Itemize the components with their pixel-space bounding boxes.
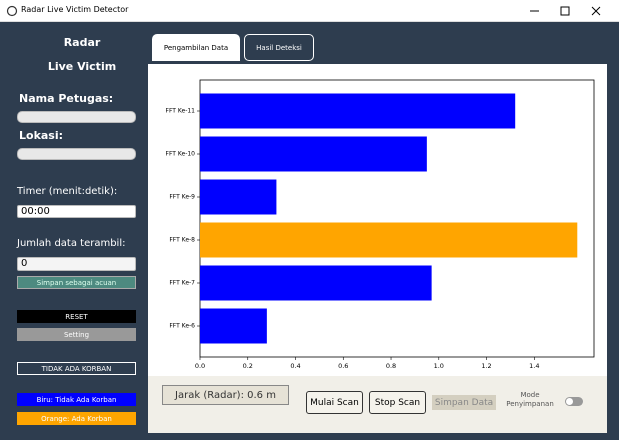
x-tick-label: 0.4: [290, 362, 300, 370]
app-icon: [6, 5, 18, 17]
x-tick-label: 1.2: [481, 362, 491, 370]
x-tick-label: 0.0: [195, 362, 205, 370]
tab[interactable]: Hasil Deteksi: [244, 34, 314, 61]
x-tick-label: 0.6: [338, 362, 348, 370]
window-title: Radar Live Victim Detector: [21, 5, 129, 14]
legend-orange: Orange: Ada Korban: [17, 412, 136, 425]
y-tick-label: FFT Ke-7: [169, 280, 195, 287]
no-victim-button[interactable]: TIDAK ADA KORBAN: [17, 362, 136, 375]
y-tick-label: FFT Ke-8: [169, 237, 195, 244]
location-input[interactable]: [17, 148, 136, 160]
save-button[interactable]: Simpan Data: [432, 395, 496, 410]
x-tick-label: 0.8: [386, 362, 396, 370]
bar: [200, 136, 427, 172]
label: Jumlah data terambil:: [17, 238, 126, 249]
x-tick-label: 0.2: [243, 362, 253, 370]
x-tick-label: 1.0: [434, 362, 444, 370]
save-reference-button[interactable]: Simpan sebagai acuan: [17, 276, 136, 289]
mode-label: Mode Penyimpanan: [506, 391, 554, 408]
reset-button[interactable]: RESET: [17, 310, 136, 323]
tab[interactable]: Pengambilan Data: [152, 34, 240, 61]
y-tick-label: FFT Ke-10: [166, 151, 196, 158]
start-button[interactable]: Mulai Scan: [306, 391, 363, 414]
heading: Live Victim: [47, 60, 117, 73]
distance-display: Jarak (Radar): 0.6 m: [162, 385, 289, 405]
label: Nama Petugas:: [19, 92, 114, 105]
bar: [200, 93, 516, 129]
window-controls[interactable]: [520, 0, 619, 22]
legend-blue: Biru: Tidak Ada Korban: [17, 393, 136, 406]
settings-button[interactable]: Setting: [17, 328, 136, 341]
bar: [200, 265, 432, 301]
y-tick-label: FFT Ke-11: [166, 108, 196, 115]
label: Timer (menit:detik):: [17, 186, 118, 197]
timer-spinbox[interactable]: 00:00: [17, 205, 136, 218]
name-input[interactable]: [17, 111, 136, 123]
bar: [200, 179, 277, 215]
y-tick-label: FFT Ke-6: [169, 323, 195, 330]
stop-button[interactable]: Stop Scan: [369, 391, 426, 414]
count-input[interactable]: 0: [17, 257, 136, 271]
title-bar: Radar Live Victim Detector: [0, 0, 619, 22]
mode-toggle[interactable]: [565, 397, 583, 406]
label: Lokasi:: [19, 129, 64, 142]
x-tick-label: 1.4: [529, 362, 539, 370]
heading: Radar: [63, 36, 101, 49]
bar: [200, 222, 578, 258]
bar: [200, 308, 267, 344]
y-tick-label: FFT Ke-9: [169, 194, 195, 201]
